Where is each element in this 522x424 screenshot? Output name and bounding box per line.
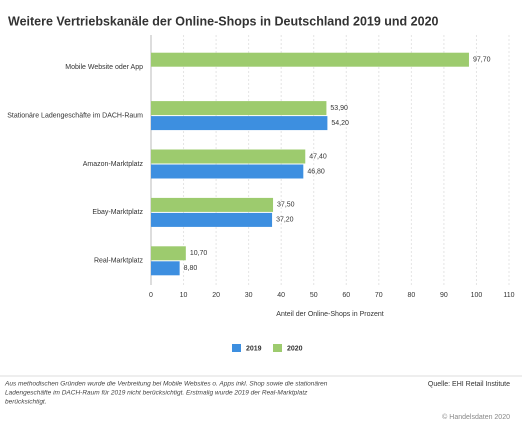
y-tick-label: Mobile Website oder App: [65, 64, 143, 71]
bar: [151, 149, 306, 164]
bar: [151, 116, 328, 131]
bar: [151, 52, 469, 67]
value-label: 10,70: [190, 250, 208, 257]
source: Quelle: EHI Retail Institute: [428, 381, 510, 388]
bar: [151, 212, 273, 227]
value-label: 8,80: [184, 265, 198, 272]
y-tick-label: Ebay-Marktplatz: [92, 209, 143, 216]
value-label: 97,70: [473, 57, 491, 64]
bar: [151, 246, 186, 261]
y-tick-label: Stationäre Ladengeschäfte im DACH-Raum: [7, 112, 143, 119]
y-tick-label: Amazon-Marktplatz: [83, 161, 144, 168]
legend-label: 2020: [287, 345, 303, 352]
x-axis-label: Anteil der Online-Shops in Prozent: [276, 311, 383, 318]
x-tick-label: 0: [149, 292, 153, 299]
note: Aus methodischen Gründen wurde die Verbr…: [4, 381, 328, 388]
x-tick-label: 60: [342, 292, 350, 299]
x-tick-label: 110: [503, 292, 514, 299]
x-tick-label: 90: [440, 292, 448, 299]
copyright: © Handelsdaten 2020: [442, 413, 510, 421]
x-tick-label: 40: [277, 292, 285, 299]
bar: [151, 261, 180, 276]
note: berücksichtigt.: [5, 399, 47, 406]
x-tick-label: 80: [407, 292, 415, 299]
legend-swatch: [273, 344, 282, 352]
note: Ladengeschäfte im DACH-Raum für 2019 nic…: [5, 390, 308, 397]
value-label: 54,20: [331, 120, 349, 127]
x-tick-label: 30: [245, 292, 253, 299]
legend-label: 2019: [246, 345, 262, 352]
chart-title: Weitere Vertriebskanäle der Online-Shops…: [8, 14, 439, 28]
value-label: 37,50: [277, 202, 295, 209]
value-label: 53,90: [330, 105, 348, 112]
x-tick-label: 10: [180, 292, 188, 299]
x-tick-label: 100: [471, 292, 483, 299]
x-tick-label: 70: [375, 292, 383, 299]
y-tick-label: Real-Marktplatz: [94, 258, 144, 265]
legend-swatch: [232, 344, 241, 352]
bar: [151, 101, 327, 116]
x-tick-label: 50: [310, 292, 318, 299]
value-label: 37,20: [276, 217, 294, 224]
bar: [151, 164, 304, 179]
bar: [151, 197, 274, 212]
x-tick-label: 20: [212, 292, 220, 299]
value-label: 46,80: [307, 168, 325, 175]
value-label: 47,40: [309, 153, 327, 160]
